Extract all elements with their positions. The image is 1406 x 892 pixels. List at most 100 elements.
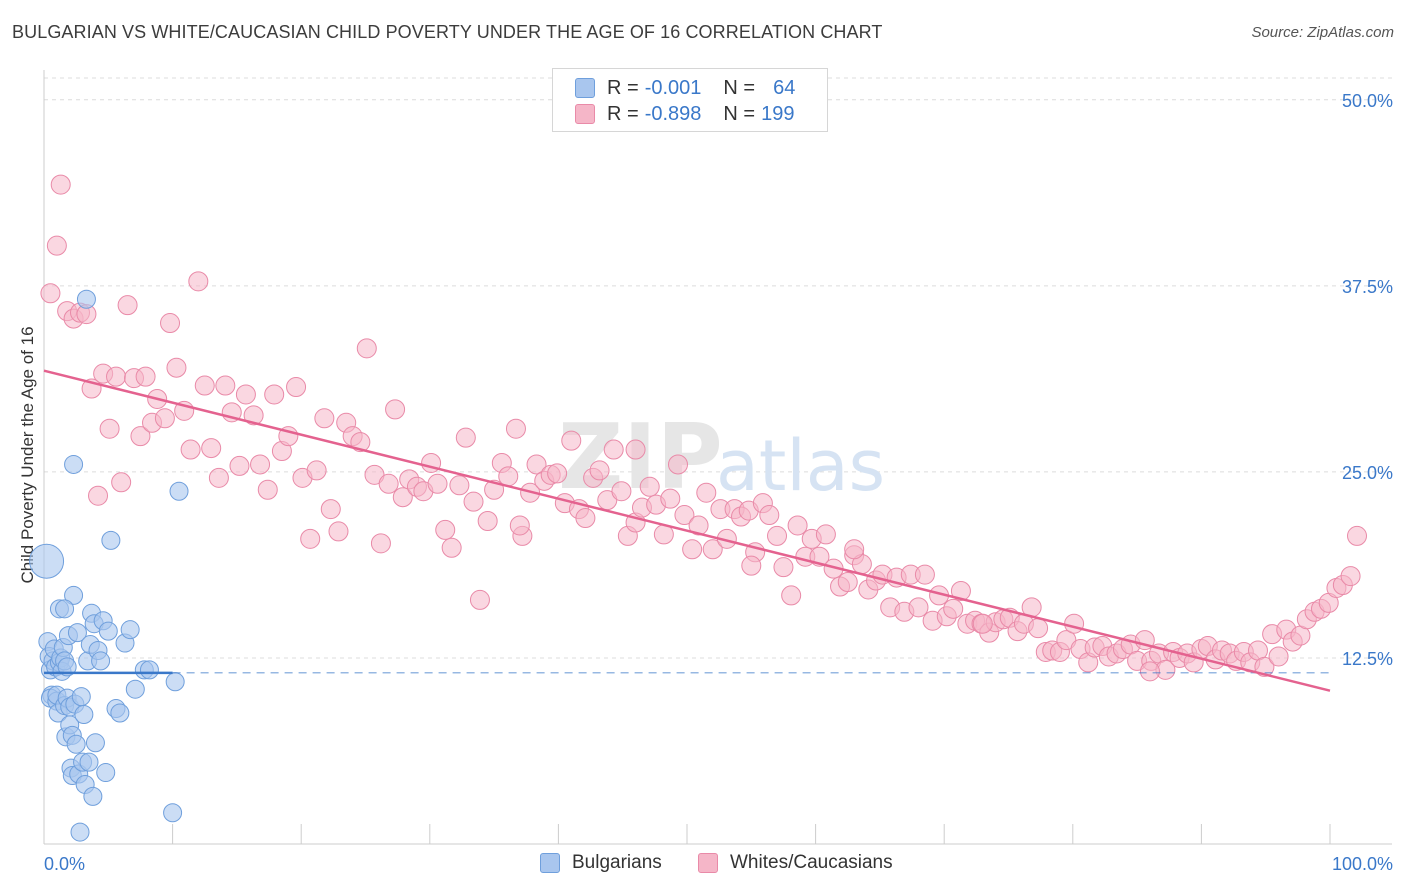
point-whites-caucasians <box>759 505 780 526</box>
point-whites-caucasians <box>1268 646 1289 667</box>
point-whites-caucasians <box>469 589 490 610</box>
legend-swatch-pink <box>575 104 595 124</box>
point-bulgarians <box>29 543 65 579</box>
point-whites-caucasians <box>106 366 127 387</box>
point-whites-caucasians <box>696 482 717 503</box>
point-whites-caucasians <box>449 475 470 496</box>
point-whites-caucasians <box>88 485 109 506</box>
point-whites-caucasians <box>526 454 547 475</box>
bottom-legend-whites[interactable]: Whites/Caucasians <box>698 852 893 874</box>
point-whites-caucasians <box>160 313 181 334</box>
point-whites-caucasians <box>688 515 709 536</box>
point-bulgarians <box>139 660 159 680</box>
point-whites-caucasians <box>194 375 215 396</box>
point-whites-caucasians <box>135 366 156 387</box>
point-whites-caucasians <box>111 472 132 493</box>
point-whites-caucasians <box>306 460 327 481</box>
legend-r-label: R = <box>607 76 639 99</box>
point-whites-caucasians <box>350 432 371 453</box>
trend-line-whites-caucasians <box>43 369 1331 692</box>
point-whites-caucasians <box>611 481 632 502</box>
point-bulgarians <box>64 454 84 474</box>
x-tick-label: 0.0% <box>44 854 85 874</box>
x-tick-label: 100.0% <box>1332 854 1393 874</box>
point-bulgarians <box>57 657 77 677</box>
point-whites-caucasians <box>235 384 256 405</box>
point-whites-caucasians <box>477 511 498 532</box>
point-whites-caucasians <box>50 174 71 195</box>
point-whites-caucasians <box>908 597 929 618</box>
y-tick-label: 12.5% <box>1342 649 1393 669</box>
bottom-legend-label: Whites/Caucasians <box>730 852 893 873</box>
point-whites-caucasians <box>1139 661 1160 682</box>
point-whites-caucasians <box>660 488 681 509</box>
point-bulgarians <box>79 752 99 772</box>
point-whites-caucasians <box>815 524 836 545</box>
point-whites-caucasians <box>300 528 321 549</box>
point-whites-caucasians <box>215 375 236 396</box>
point-whites-caucasians <box>943 598 964 619</box>
legend-r-value: -0.001 <box>644 76 702 99</box>
point-whites-caucasians <box>46 235 67 256</box>
point-whites-caucasians <box>837 572 858 593</box>
point-whites-caucasians <box>741 555 762 576</box>
grid-layer <box>44 77 1392 659</box>
watermark-atlas: atlas <box>716 425 885 507</box>
point-whites-caucasians <box>455 427 476 448</box>
point-bulgarians <box>66 734 86 754</box>
point-bulgarians <box>163 803 183 823</box>
point-whites-caucasians <box>99 418 120 439</box>
point-whites-caucasians <box>509 515 530 536</box>
point-whites-caucasians <box>250 454 271 475</box>
point-whites-caucasians <box>589 460 610 481</box>
point-whites-caucasians <box>356 338 377 359</box>
point-bulgarians <box>85 733 105 753</box>
bulgarians-points <box>29 289 189 842</box>
point-whites-caucasians <box>463 491 484 512</box>
bottom-legend-bulgarians[interactable]: Bulgarians <box>540 852 662 874</box>
point-whites-caucasians <box>427 473 448 494</box>
y-tick-label: 50.0% <box>1342 91 1393 111</box>
chart-title: BULGARIAN VS WHITE/CAUCASIAN CHILD POVER… <box>12 22 883 42</box>
point-whites-caucasians <box>392 487 413 508</box>
point-whites-caucasians <box>702 539 723 560</box>
point-whites-caucasians <box>257 479 278 500</box>
point-whites-caucasians <box>667 454 688 475</box>
point-whites-caucasians <box>286 377 307 398</box>
point-whites-caucasians <box>208 467 229 488</box>
point-whites-caucasians <box>1254 656 1275 677</box>
point-bulgarians <box>67 623 87 643</box>
point-whites-caucasians <box>40 283 61 304</box>
point-whites-caucasians <box>378 473 399 494</box>
bottom-legend-label: Bulgarians <box>572 852 662 873</box>
point-bulgarians <box>83 786 103 806</box>
point-whites-caucasians <box>441 537 462 558</box>
point-bulgarians <box>101 530 121 550</box>
legend-n-value: 64 <box>773 76 796 99</box>
point-whites-caucasians <box>370 533 391 554</box>
point-bulgarians <box>70 822 90 842</box>
whites-caucasians-points <box>40 174 1368 682</box>
point-whites-caucasians <box>166 357 187 378</box>
point-whites-caucasians <box>561 430 582 451</box>
point-whites-caucasians <box>498 466 519 487</box>
point-whites-caucasians <box>625 439 646 460</box>
point-whites-caucasians <box>773 557 794 578</box>
axis-layer <box>43 70 1392 845</box>
point-whites-caucasians <box>1347 525 1368 546</box>
point-bulgarians <box>71 687 91 707</box>
point-whites-caucasians <box>201 438 222 459</box>
trend-lines <box>43 369 1331 692</box>
point-bulgarians <box>110 703 130 723</box>
point-bulgarians <box>96 763 116 783</box>
point-bulgarians <box>165 672 185 692</box>
tick-labels: 12.5% 25.0% 37.5% 50.0% 0.0% 100.0% <box>44 91 1393 874</box>
point-whites-caucasians <box>243 405 264 426</box>
bottom-legend-swatch-pink <box>698 853 718 873</box>
bottom-legend: Bulgarians Whites/Caucasians <box>0 852 1406 878</box>
point-whites-caucasians <box>639 476 660 497</box>
point-whites-caucasians <box>1064 613 1085 634</box>
point-bulgarians <box>169 481 189 501</box>
point-whites-caucasians <box>188 271 209 292</box>
